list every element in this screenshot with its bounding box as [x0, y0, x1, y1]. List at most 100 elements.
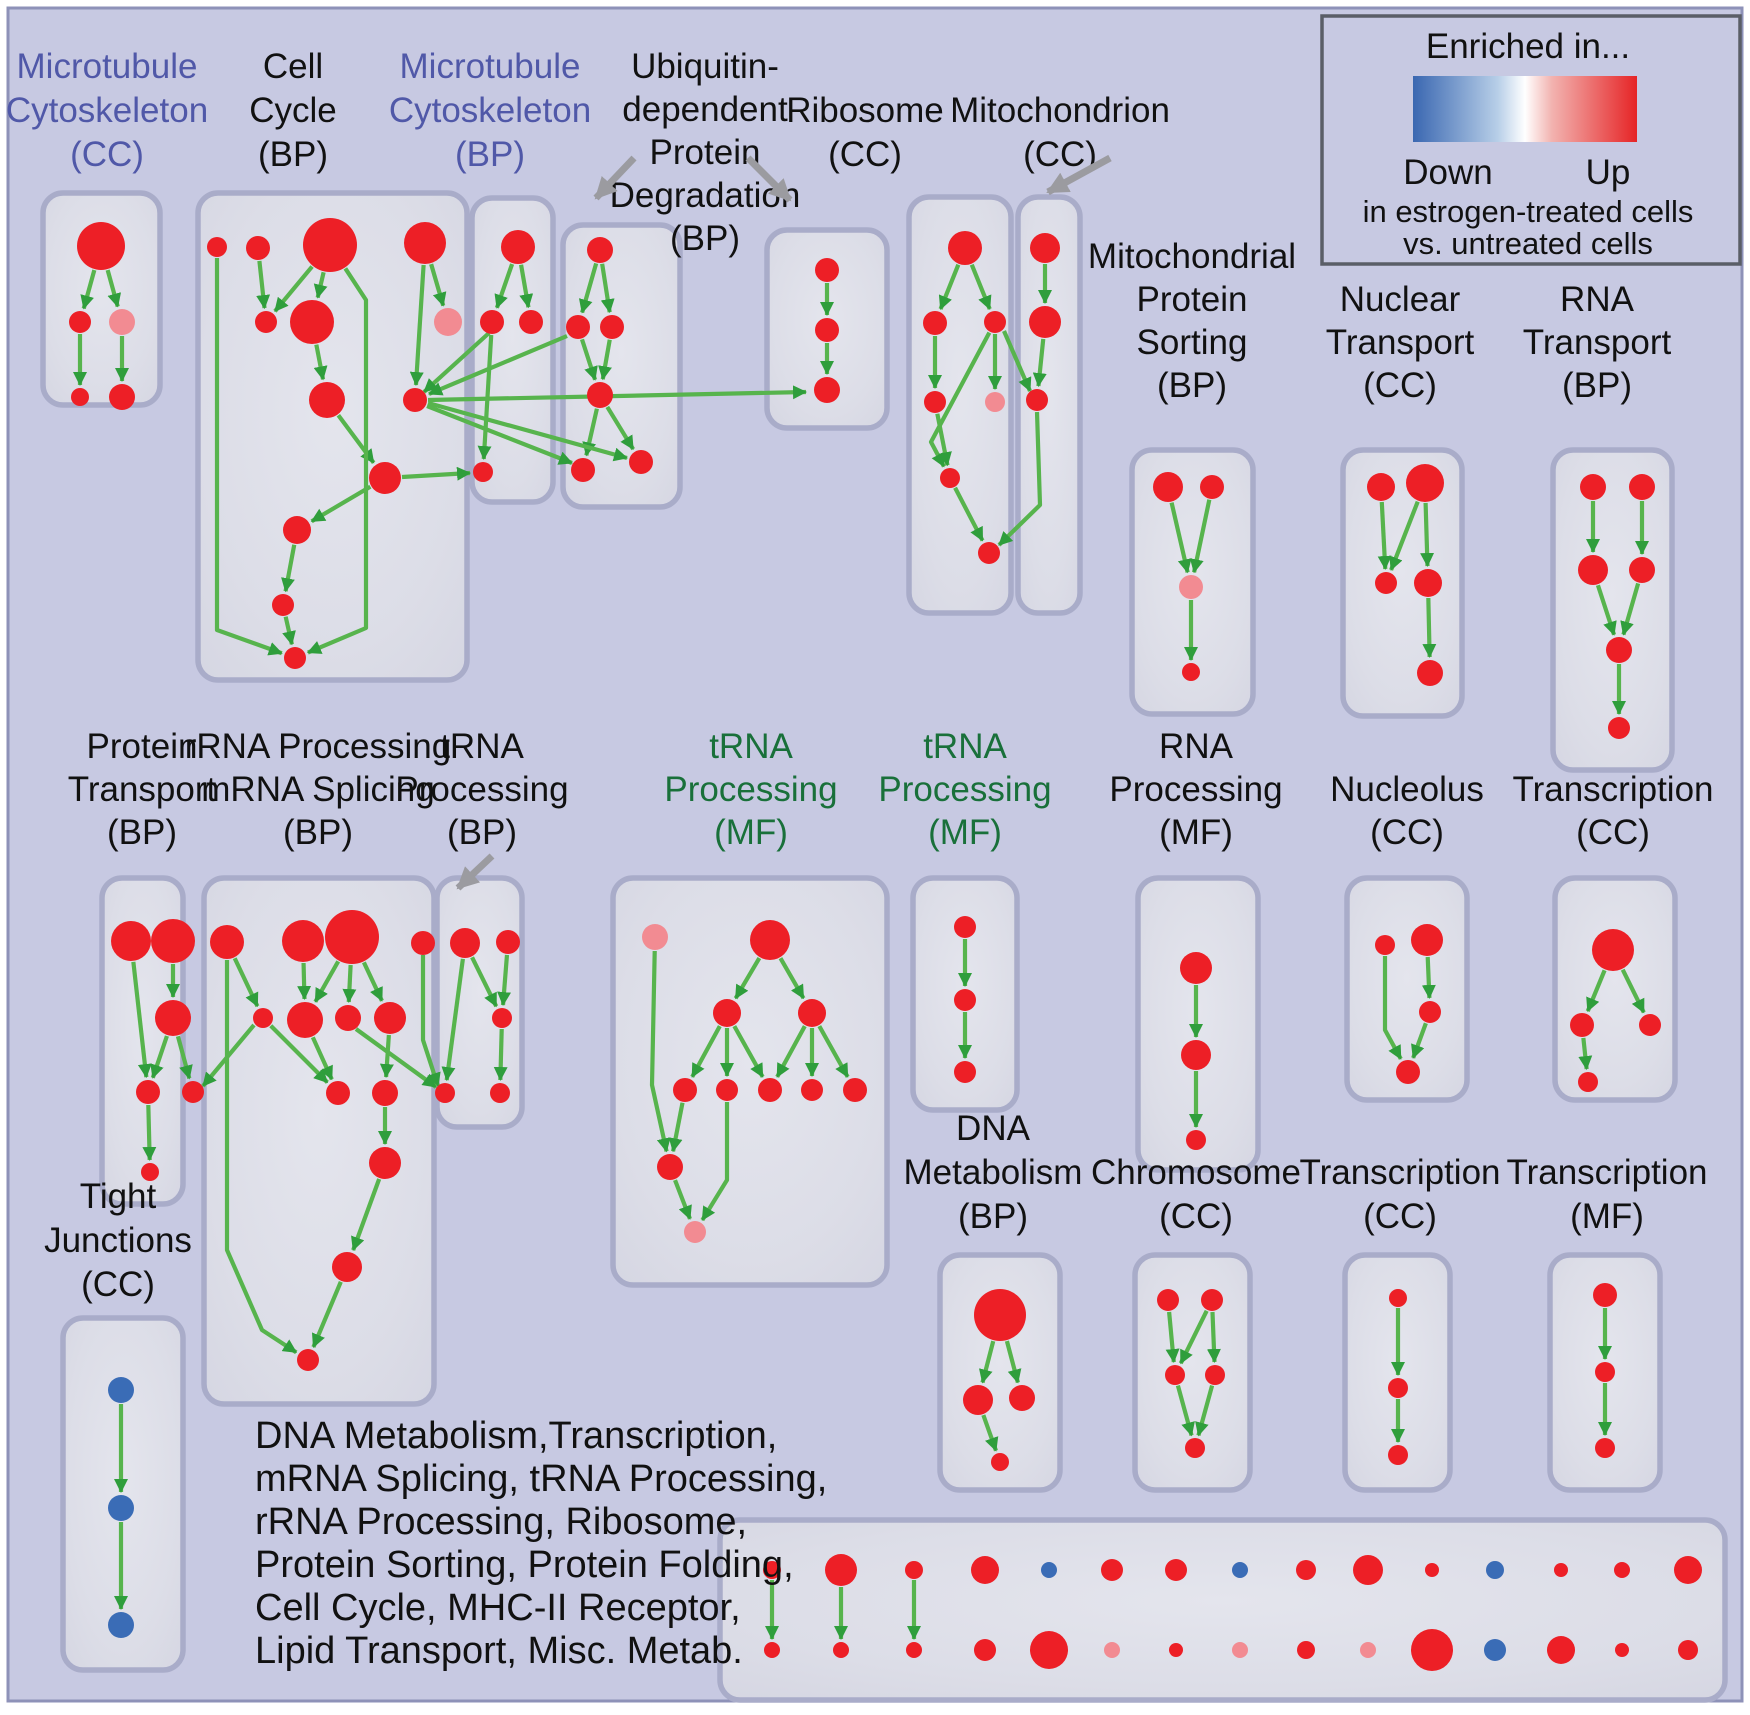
- edge-arrow: [354, 1027, 438, 1089]
- group-label-dna-metabolism-bp: DNA Metabolism (BP): [904, 1109, 1083, 1236]
- go-term-node: [642, 924, 668, 950]
- go-term-node: [801, 1079, 823, 1101]
- go-term-node: [924, 391, 946, 413]
- go-term-node: [1595, 1438, 1615, 1458]
- group-label-line: tRNA: [440, 727, 524, 766]
- edge-arrow: [1620, 968, 1646, 1014]
- group-box-dna-metabolism-bp: [937, 1252, 1063, 1493]
- edge-arrow: [600, 263, 615, 314]
- group-label-line: (BP): [670, 219, 740, 258]
- edge-arrow: [1620, 582, 1641, 636]
- group-label-nucleolus-cc: Nucleolus (CC): [1330, 770, 1484, 852]
- go-term-node: [1592, 929, 1634, 971]
- go-term-node: [1101, 1559, 1123, 1581]
- go-term-node: [290, 300, 334, 344]
- go-term-node: [403, 388, 427, 412]
- go-term-node: [404, 222, 446, 264]
- go-term-node: [1041, 1562, 1057, 1578]
- go-term-node: [1360, 1642, 1376, 1658]
- go-term-node: [1547, 1636, 1575, 1664]
- edge-arrow: [1175, 1385, 1195, 1437]
- edge-arrow: [497, 954, 512, 1007]
- edge-arrow: [310, 1036, 334, 1081]
- group-label-chromosome-cc: Chromosome (CC): [1091, 1153, 1301, 1236]
- group-label-line: Junctions: [44, 1221, 192, 1260]
- go-term-node: [369, 462, 401, 494]
- go-term-node: [108, 1612, 134, 1638]
- edge-arrow: [1411, 1022, 1428, 1059]
- edge-arrow: [282, 616, 296, 646]
- group-label-line: (CC): [81, 1265, 155, 1304]
- edge-arrow: [969, 263, 992, 310]
- go-term-node: [905, 1561, 923, 1579]
- edge-arrow: [401, 466, 471, 481]
- go-term-node: [1179, 575, 1203, 599]
- go-term-node: [253, 1008, 273, 1028]
- edge-arrow: [1595, 584, 1617, 636]
- go-term-node: [1205, 1365, 1225, 1385]
- group-box-chromosome-cc: [1132, 1252, 1253, 1493]
- go-term-node: [77, 222, 125, 270]
- edge-arrow: [997, 411, 1043, 547]
- go-term-node: [1629, 557, 1655, 583]
- edge-arrow: [673, 1179, 692, 1220]
- group-label-line: (CC): [1159, 1197, 1233, 1236]
- group-label-line: (MF): [1159, 813, 1233, 852]
- group-label-trna-processing-bp: tRNA Processing (BP): [395, 727, 568, 852]
- go-term-node: [954, 989, 976, 1011]
- nodes-layer: [69, 218, 1702, 1671]
- go-term-node: [1578, 1072, 1598, 1092]
- go-term-node: [1353, 1555, 1383, 1585]
- go-term-node: [798, 999, 826, 1027]
- edge-arrow: [273, 265, 314, 313]
- go-term-node: [978, 542, 1000, 564]
- edge-arrow: [494, 263, 515, 309]
- go-term-node: [587, 237, 613, 263]
- go-term-node: [369, 1147, 401, 1179]
- edge-arrow: [1032, 338, 1047, 388]
- go-term-node: [473, 462, 493, 482]
- edge-arrow: [429, 263, 447, 307]
- group-label-line: (BP): [1562, 366, 1632, 405]
- misc-categories-text: DNA Metabolism,Transcription,mRNA Splici…: [255, 1415, 827, 1672]
- group-label-line: (MF): [1570, 1197, 1644, 1236]
- go-term-node: [971, 1556, 999, 1584]
- go-term-node: [1009, 1385, 1035, 1411]
- group-label-line: tRNA: [709, 727, 793, 766]
- go-term-node: [758, 1078, 782, 1102]
- go-term-node: [1165, 1365, 1185, 1385]
- go-term-node: [111, 921, 151, 961]
- group-label-line: Microtubule: [400, 47, 581, 86]
- group-label-transcription-cc-bottom: Transcription (CC): [1300, 1153, 1501, 1236]
- group-label-line: (CC): [70, 135, 144, 174]
- go-term-node: [1419, 1001, 1441, 1023]
- go-term-node: [1296, 1560, 1316, 1580]
- go-term-node: [71, 388, 89, 406]
- labels-layer: Microtubule Cytoskeleton (CC) Cell Cycle (BP)…: [6, 47, 1714, 1304]
- edge-arrow: [470, 956, 499, 1008]
- edge-arrow: [224, 960, 298, 1355]
- group-label-rna-processing-mf: RNA Processing (MF): [1109, 727, 1282, 852]
- go-term-node: [246, 236, 270, 260]
- go-term-node: [1484, 1639, 1506, 1661]
- edge-arrow: [214, 258, 283, 656]
- group-label-line: (CC): [1023, 135, 1097, 174]
- go-term-node: [815, 258, 839, 282]
- edge-arrow: [1377, 501, 1392, 571]
- misc-text-line: Cell Cycle, MHC-II Receptor,: [255, 1587, 741, 1629]
- edge-arrow: [519, 264, 534, 309]
- group-label-mitochondrial-protein-sorting-bp: Mitochondrial Protein Sorting (BP): [1088, 237, 1296, 405]
- group-box-microtubule-cytoskeleton-cc: [40, 190, 163, 408]
- go-term-node: [1029, 306, 1061, 338]
- group-label-line: RNA: [1560, 280, 1635, 319]
- go-term-node: [108, 1495, 134, 1521]
- go-term-node: [1030, 1631, 1068, 1669]
- edge-arrow: [981, 1414, 999, 1452]
- group-label-line: Mitochondrion: [950, 91, 1170, 130]
- go-term-node: [1406, 464, 1444, 502]
- edge-arrow: [649, 950, 671, 1153]
- group-label-line: Transport: [1326, 323, 1475, 362]
- group-label-trna-processing-mf-2: tRNA Processing (MF): [878, 727, 1051, 852]
